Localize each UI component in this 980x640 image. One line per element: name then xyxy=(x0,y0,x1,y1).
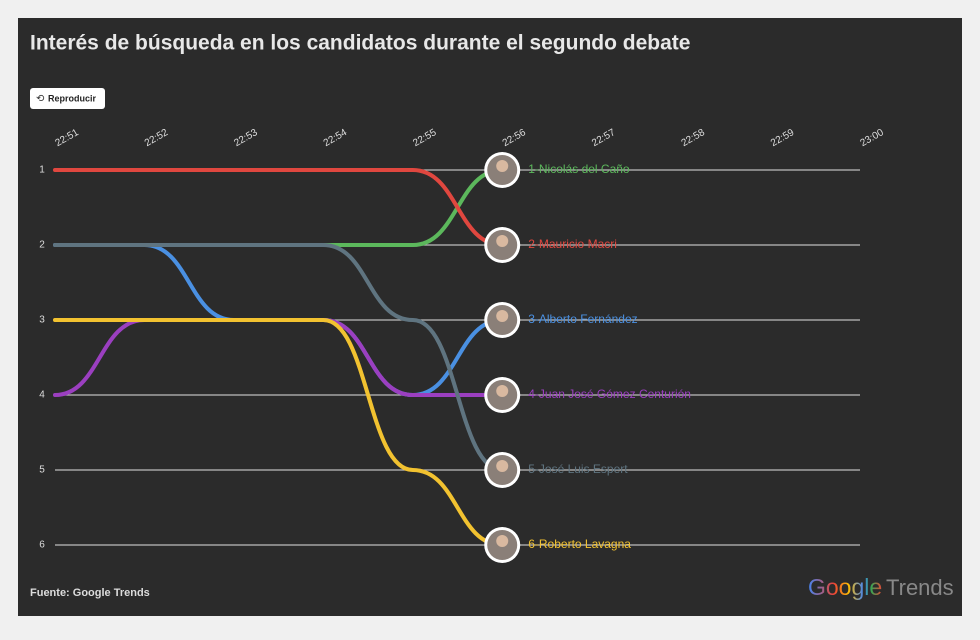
avatar-head xyxy=(496,235,509,247)
avatar-head xyxy=(496,310,509,322)
line xyxy=(53,317,505,547)
y-tick-label: 2 xyxy=(39,240,45,251)
button-bg[interactable] xyxy=(30,88,105,109)
y-tick-label: 4 xyxy=(39,390,45,401)
line xyxy=(53,167,505,247)
legend-label: 2-Mauricio Macri xyxy=(528,237,617,251)
legend-label: 6-Roberto Lavagna xyxy=(528,537,631,551)
legend-label: 3-Alberto Fernández xyxy=(528,312,637,326)
button-icon[interactable]: ⟲ xyxy=(36,94,45,105)
button-label[interactable]: Reproducir xyxy=(48,93,97,103)
avatar-head xyxy=(496,385,509,397)
avatar-head xyxy=(496,460,509,472)
logo-trends: Trends xyxy=(886,575,954,600)
line xyxy=(321,168,505,248)
y-tick-label: 1 xyxy=(39,165,45,176)
source: Fuente: Google Trends xyxy=(30,587,150,599)
logo-google: Google xyxy=(808,574,882,600)
y-tick-label: 6 xyxy=(39,540,45,551)
replay-button[interactable]: ⟲ Reproducir xyxy=(30,88,105,109)
legend-label: 4-Juan José Gómez Centurión xyxy=(528,387,691,401)
chart-title: Interés de búsqueda en los candidatos du… xyxy=(30,32,690,55)
legend-label: 1-Nicolás del Caño xyxy=(528,162,630,176)
avatar-head xyxy=(496,535,509,547)
legend-label: 5-José Luis Espert xyxy=(528,462,628,476)
y-tick-label: 5 xyxy=(39,465,45,476)
y-tick-label: 3 xyxy=(39,315,45,326)
line xyxy=(53,242,505,472)
avatar-head xyxy=(496,160,509,172)
